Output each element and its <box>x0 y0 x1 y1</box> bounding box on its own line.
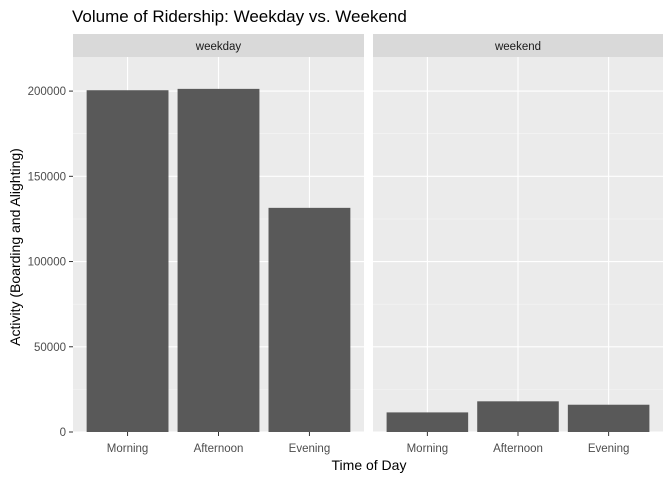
bar-weekday-morning <box>86 90 169 432</box>
y-tick-label: 100000 <box>28 257 66 269</box>
facet-strip-label: weekend <box>494 41 541 53</box>
y-tick-label: 200000 <box>28 86 66 98</box>
y-tick-label: 50000 <box>34 342 66 354</box>
bar-weekend-afternoon <box>477 401 559 432</box>
plot-area: 0 50000 100000 150000 200000 weekday Morning Af… <box>28 34 663 455</box>
y-tick-label: 150000 <box>28 171 66 183</box>
facet-strip <box>73 34 364 57</box>
x-axis-label: Time of Day <box>332 457 407 473</box>
x-tick-label: Afternoon <box>194 443 244 455</box>
bar-weekday-afternoon <box>177 88 260 432</box>
x-tick-label: Evening <box>588 443 630 455</box>
facet-strip <box>373 34 663 57</box>
x-tick-label: Afternoon <box>493 443 543 455</box>
bar-weekend-morning <box>386 412 469 432</box>
chart-title: Volume of Ridership: Weekday vs. Weekend <box>72 7 407 26</box>
x-tick-label: Evening <box>289 443 331 455</box>
bar-weekend-evening <box>567 404 650 432</box>
facet-panel-weekend: weekend Morning Afternoon Evening <box>373 34 663 455</box>
y-axis-label: Activity (Boarding and Alighting) <box>7 148 23 346</box>
facet-panel-weekday: weekday Morning Afternoon Evening <box>73 34 364 455</box>
x-tick-label: Morning <box>107 443 149 455</box>
x-tick-label: Morning <box>407 443 449 455</box>
bar-weekday-evening <box>268 207 351 432</box>
facet-strip-label: weekday <box>195 41 242 53</box>
y-tick-label: 0 <box>60 427 66 439</box>
